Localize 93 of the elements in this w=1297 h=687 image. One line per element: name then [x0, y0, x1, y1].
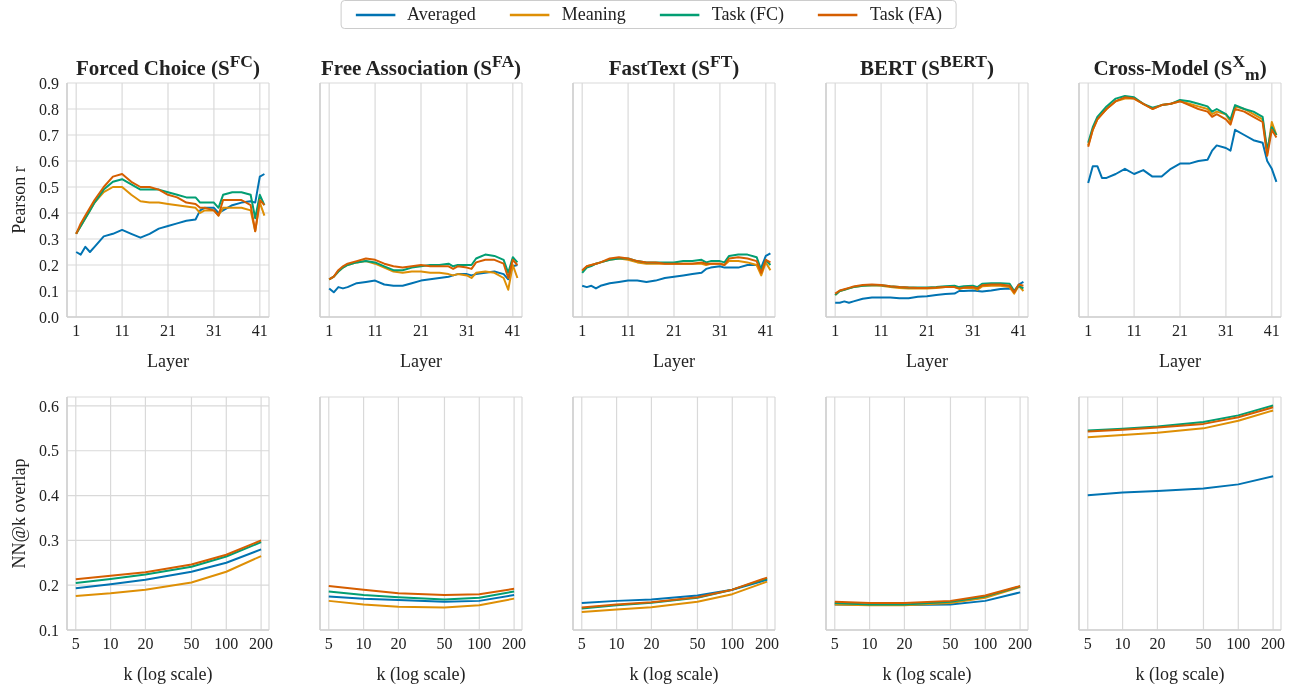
x-tick-label: 1 — [578, 322, 587, 340]
y-tick-label: 0.1 — [39, 282, 59, 300]
x-tick-label: 50 — [942, 635, 959, 653]
x-tick-label: 41 — [1263, 322, 1280, 340]
x-axis-title: k (log scale) — [629, 664, 719, 685]
x-axis-title: Layer — [400, 351, 442, 371]
x-tick-label: 100 — [1226, 635, 1251, 653]
line-series — [75, 173, 266, 256]
x-axis-title: Layer — [147, 351, 189, 371]
x-tick-label: 100 — [214, 635, 239, 653]
x-axis-title: Layer — [653, 351, 695, 371]
x-tick-label: 200 — [1008, 635, 1033, 653]
x-axis-title: Layer — [1159, 351, 1201, 371]
x-tick-label: 5 — [71, 635, 80, 653]
y-tick-label: 0.5 — [39, 178, 59, 196]
x-tick-label: 200 — [755, 635, 780, 653]
legend-label: Task (FC) — [711, 4, 784, 25]
x-tick-label: 50 — [689, 635, 706, 653]
x-tick-label: 200 — [502, 635, 527, 653]
x-tick-label: 21 — [919, 322, 935, 340]
x-tick-label: 21 — [160, 322, 176, 340]
chart-title: BERT (S$^{BERT}$) — [858, 50, 995, 82]
y-tick-label: 0.1 — [39, 621, 59, 639]
x-tick-label: 31 — [711, 322, 728, 340]
y-tick-label: 0.6 — [39, 397, 59, 415]
x-tick-label: 20 — [896, 635, 913, 653]
x-tick-label: 20 — [390, 635, 407, 653]
x-tick-label: 41 — [757, 322, 774, 340]
chart-title: Cross-Model (S$^{X}$$_{m}$) — [1092, 50, 1268, 87]
x-axis-title: Layer — [906, 351, 948, 371]
x-tick-label: 21 — [1172, 322, 1188, 340]
x-tick-label: 31 — [205, 322, 222, 340]
x-tick-label: 200 — [249, 635, 274, 653]
x-tick-label: 100 — [467, 635, 492, 653]
x-tick-label: 10 — [861, 635, 878, 653]
x-tick-label: 50 — [436, 635, 453, 653]
x-tick-label: 5 — [324, 635, 333, 653]
chart-title: FastText (S$^{FT}$) — [607, 50, 741, 82]
x-tick-label: 1 — [72, 322, 81, 340]
x-tick-label: 31 — [1217, 322, 1234, 340]
legend-label: Meaning — [561, 4, 626, 25]
y-axis-title: NN@k overlap — [9, 458, 30, 569]
x-tick-label: 5 — [577, 635, 586, 653]
x-tick-label: 10 — [355, 635, 372, 653]
y-tick-label: 0.4 — [39, 204, 59, 222]
x-axis-title: k (log scale) — [1135, 664, 1225, 685]
y-tick-label: 0.0 — [39, 308, 59, 326]
x-tick-label: 21 — [413, 322, 429, 340]
y-tick-label: 0.9 — [39, 74, 59, 92]
y-tick-label: 0.2 — [39, 256, 59, 274]
x-tick-label: 21 — [666, 322, 682, 340]
x-tick-label: 1 — [831, 322, 840, 340]
y-tick-label: 0.3 — [39, 230, 59, 248]
y-axis-title: Pearson r — [9, 166, 30, 234]
x-tick-label: 10 — [102, 635, 119, 653]
x-tick-label: 1 — [325, 322, 334, 340]
x-tick-label: 20 — [643, 635, 660, 653]
y-tick-label: 0.6 — [39, 152, 59, 170]
x-tick-label: 5 — [830, 635, 839, 653]
x-tick-label: 10 — [608, 635, 625, 653]
x-tick-label: 41 — [1010, 322, 1027, 340]
chart-title: Free Association (S$^{FA}$) — [320, 50, 522, 82]
x-tick-label: 20 — [1149, 635, 1166, 653]
legend-label: Task (FA) — [869, 4, 942, 25]
y-tick-label: 0.7 — [39, 126, 59, 144]
x-tick-label: 11 — [114, 322, 130, 340]
x-tick-label: 31 — [964, 322, 981, 340]
y-tick-label: 0.8 — [39, 100, 59, 118]
chart-title: Forced Choice (S$^{FC}$) — [75, 50, 261, 82]
x-tick-label: 11 — [367, 322, 383, 340]
x-tick-label: 50 — [183, 635, 200, 653]
y-tick-label: 0.5 — [39, 442, 59, 460]
x-tick-label: 41 — [251, 322, 268, 340]
x-tick-label: 1 — [1084, 322, 1093, 340]
x-tick-label: 50 — [1195, 635, 1212, 653]
y-tick-label: 0.3 — [39, 532, 59, 550]
x-axis-title: k (log scale) — [882, 664, 972, 685]
legend-label: Averaged — [407, 4, 476, 25]
x-tick-label: 11 — [1126, 322, 1142, 340]
y-tick-label: 0.4 — [39, 487, 59, 505]
x-tick-label: 41 — [504, 322, 521, 340]
x-tick-label: 100 — [973, 635, 998, 653]
x-tick-label: 11 — [873, 322, 889, 340]
x-tick-label: 5 — [1083, 635, 1092, 653]
x-tick-label: 20 — [137, 635, 154, 653]
y-tick-label: 0.2 — [39, 576, 59, 594]
x-tick-label: 10 — [1114, 635, 1131, 653]
x-tick-label: 11 — [620, 322, 636, 340]
x-tick-label: 200 — [1261, 635, 1286, 653]
x-tick-label: 100 — [720, 635, 745, 653]
x-axis-title: k (log scale) — [123, 664, 213, 685]
x-tick-label: 31 — [458, 322, 475, 340]
x-axis-title: k (log scale) — [376, 664, 466, 685]
